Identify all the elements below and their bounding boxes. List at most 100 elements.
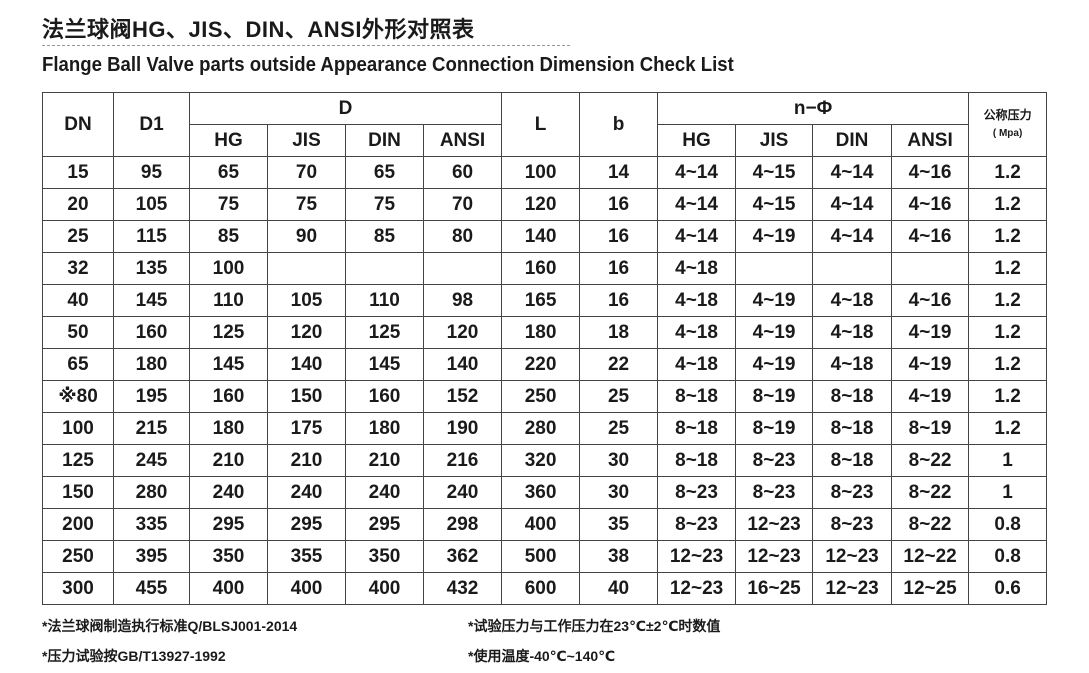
table-cell: 30 [579, 444, 659, 477]
table-cell: 12~23 [657, 540, 737, 573]
table-cell: 40 [579, 572, 659, 605]
table-cell [345, 252, 424, 285]
table-row: 50 160 125 120 125 120 180 18 4~18 4~19 4~18 4~19 1.… [42, 316, 1048, 349]
table-cell: 120 [422, 316, 503, 349]
table-cell: 4~18 [812, 348, 893, 381]
table-cell: 400 [345, 572, 424, 605]
table-cell: 75 [189, 188, 268, 221]
table-cell: 4~18 [657, 284, 737, 317]
table-cell: 145 [189, 348, 268, 381]
table-cell: 4~14 [812, 188, 893, 221]
table-cell: 1.2 [968, 156, 1048, 189]
table-cell: 125 [42, 444, 114, 477]
table-cell: 4~15 [735, 188, 814, 221]
table-cell: 115 [113, 220, 190, 253]
table-cell: 4~16 [891, 220, 970, 253]
note-pressure-test: *压力试验按GB/T13927-1992 [42, 648, 226, 664]
table-cell: 35 [579, 508, 659, 541]
table-cell: 210 [267, 444, 346, 477]
table-cell: 38 [579, 540, 659, 573]
table-cell: 98 [422, 284, 503, 317]
table-cell: 360 [501, 476, 581, 509]
table-row: 250 395 350 355 350 362 500 38 12~23 12~23 12~23 12… [42, 540, 1048, 573]
table-cell: 50 [42, 316, 114, 349]
table-cell: 0.6 [968, 572, 1048, 605]
table-cell: 432 [422, 572, 503, 605]
header-d-hg: HG [189, 124, 268, 157]
table-cell: 400 [189, 572, 268, 605]
table-cell: 4~16 [891, 156, 970, 189]
pressure-label: 公称压力 [983, 108, 1032, 122]
pressure-unit: ( Mpa) [992, 128, 1023, 139]
table-cell: 1.2 [968, 220, 1048, 253]
header-l: L [501, 92, 581, 157]
table-cell: 220 [501, 348, 581, 381]
table-cell: 400 [267, 572, 346, 605]
table-cell: 12~23 [812, 540, 893, 573]
header-d-jis: JIS [267, 124, 346, 157]
table-cell: 4~19 [891, 380, 970, 413]
table-cell: 25 [579, 380, 659, 413]
table-cell: ※80 [42, 380, 114, 413]
table-cell: 455 [113, 572, 190, 605]
table-cell: 1.2 [968, 316, 1048, 349]
table-cell: 25 [579, 412, 659, 445]
table-cell: 8~18 [812, 412, 893, 445]
table-row: 200 335 295 295 295 298 400 35 8~23 12~23 8~23 8~22… [42, 508, 1048, 541]
page-subtitle: Flange Ball Valve parts outside Appearan… [42, 54, 734, 76]
table-cell: 4~19 [735, 220, 814, 253]
header-n-hg: HG [657, 124, 737, 157]
table-cell: 1.2 [968, 284, 1048, 317]
table-cell: 4~19 [735, 316, 814, 349]
page-title: 法兰球阀HG、JIS、DIN、ANSI外形对照表 [42, 17, 475, 42]
table-cell: 295 [189, 508, 268, 541]
table-cell: 4~19 [891, 316, 970, 349]
table-cell: 4~16 [891, 284, 970, 317]
table-cell: 180 [113, 348, 190, 381]
table-cell: 4~18 [657, 348, 737, 381]
table-cell: 150 [42, 476, 114, 509]
table-cell: 125 [345, 316, 424, 349]
table-cell: 8~22 [891, 444, 970, 477]
table-cell: 4~14 [812, 156, 893, 189]
table-cell: 355 [267, 540, 346, 573]
table-cell: 12~23 [735, 540, 814, 573]
table-cell: 175 [267, 412, 346, 445]
table-cell: 1.2 [968, 380, 1048, 413]
table-cell: 12~23 [812, 572, 893, 605]
table-cell: 250 [42, 540, 114, 573]
note-operating-temperature: *使用温度-40℃~140℃ [468, 648, 616, 664]
table-cell: 60 [422, 156, 503, 189]
table-cell: 1.2 [968, 412, 1048, 445]
table-cell: 1.2 [968, 348, 1048, 381]
table-cell: 152 [422, 380, 503, 413]
table-cell: 70 [267, 156, 346, 189]
table-cell: 190 [422, 412, 503, 445]
table-cell: 320 [501, 444, 581, 477]
table-cell: 14 [579, 156, 659, 189]
table-cell: 8~18 [657, 380, 737, 413]
table-cell: 25 [42, 220, 114, 253]
table-cell: 1.2 [968, 188, 1048, 221]
table-cell: 280 [501, 412, 581, 445]
table-cell: 240 [345, 476, 424, 509]
table-cell: 90 [267, 220, 346, 253]
table-cell: 400 [501, 508, 581, 541]
table-cell: 4~18 [812, 316, 893, 349]
table-cell: 8~19 [735, 412, 814, 445]
note-standard: *法兰球阀制造执行标准Q/BLSJ001-2014 [42, 618, 298, 634]
table-cell: 240 [422, 476, 503, 509]
table-cell: 16 [579, 284, 659, 317]
table-cell: 30 [579, 476, 659, 509]
table-cell: 4~16 [891, 188, 970, 221]
table-cell: 100 [501, 156, 581, 189]
table-cell [422, 252, 503, 285]
table-cell: 395 [113, 540, 190, 573]
table-cell: 22 [579, 348, 659, 381]
table-row: 125 245 210 210 210 216 320 30 8~18 8~23 8~18 8~22 1 [42, 444, 1048, 477]
table-cell: 200 [42, 508, 114, 541]
table-cell: 215 [113, 412, 190, 445]
table-cell: 8~22 [891, 476, 970, 509]
table-cell: 75 [267, 188, 346, 221]
header-n-ansi: ANSI [891, 124, 970, 157]
